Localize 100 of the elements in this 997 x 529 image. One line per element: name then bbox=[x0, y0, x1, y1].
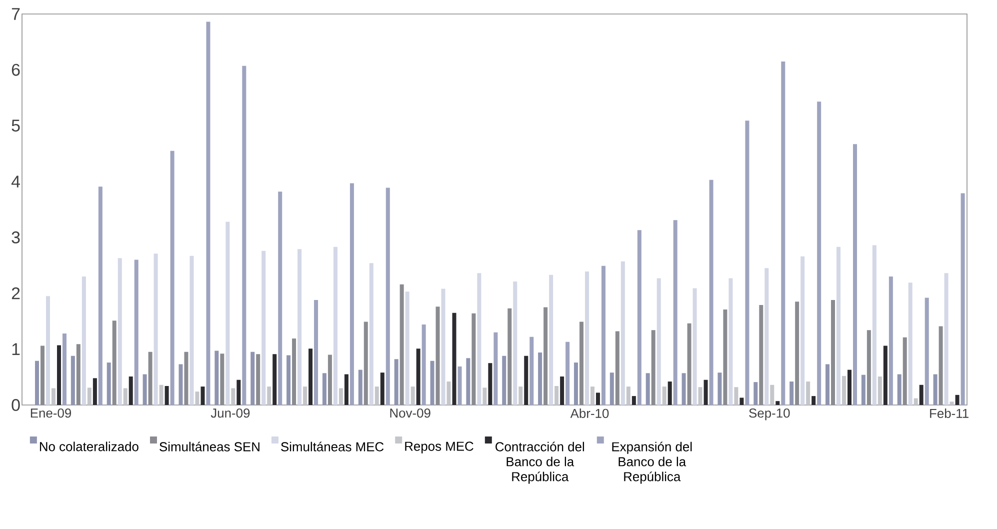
bar bbox=[601, 266, 606, 405]
bar bbox=[267, 386, 272, 405]
bar bbox=[98, 186, 102, 405]
legend-label: Simultáneas SEN bbox=[160, 442, 260, 452]
bar bbox=[154, 254, 158, 405]
bar bbox=[142, 374, 147, 405]
bar bbox=[709, 180, 714, 405]
bar bbox=[626, 386, 630, 405]
bar bbox=[518, 386, 523, 405]
bar bbox=[380, 372, 384, 405]
bar bbox=[314, 300, 318, 405]
bar bbox=[46, 296, 50, 405]
bar bbox=[386, 188, 390, 405]
x-tick-label: Abr-10 bbox=[570, 408, 609, 418]
bar bbox=[538, 352, 542, 405]
bar bbox=[164, 386, 169, 405]
bar bbox=[955, 394, 960, 405]
bar bbox=[632, 396, 636, 405]
y-tick-label: 4 bbox=[11, 176, 20, 188]
x-tick-label: Sep-10 bbox=[749, 408, 790, 420]
bar bbox=[286, 355, 291, 405]
bar bbox=[446, 382, 451, 405]
bar bbox=[298, 249, 302, 405]
x-tick-label: Jun-09 bbox=[210, 408, 250, 418]
bar bbox=[883, 346, 888, 405]
bar bbox=[394, 359, 398, 405]
y-tick-label: 2 bbox=[12, 287, 20, 300]
bar bbox=[82, 276, 86, 405]
bar bbox=[662, 386, 666, 405]
bar bbox=[92, 378, 97, 405]
legend-label: Repos MEC bbox=[405, 442, 474, 454]
bar bbox=[106, 362, 111, 405]
bar bbox=[322, 373, 326, 405]
bar bbox=[250, 352, 255, 405]
x-tick-label: Feb-11 bbox=[930, 408, 968, 418]
bar bbox=[718, 372, 722, 405]
y-tick-label: 6 bbox=[12, 64, 20, 76]
bar bbox=[888, 276, 893, 405]
legend-label: No colateralizado bbox=[40, 442, 138, 452]
bar bbox=[278, 192, 282, 405]
bar bbox=[861, 374, 866, 405]
bar bbox=[416, 348, 420, 405]
bar bbox=[226, 222, 230, 405]
legend-label: Simultáneas MEC bbox=[281, 442, 384, 452]
bar bbox=[734, 387, 738, 405]
bar bbox=[458, 366, 462, 405]
bar bbox=[776, 401, 780, 405]
bar bbox=[502, 356, 506, 405]
bar bbox=[853, 144, 857, 405]
bar bbox=[231, 388, 236, 405]
bar bbox=[698, 387, 702, 405]
bar bbox=[206, 22, 210, 405]
bar bbox=[933, 374, 938, 405]
bar bbox=[728, 278, 733, 405]
bar bbox=[897, 374, 902, 405]
bar bbox=[692, 288, 697, 405]
bar bbox=[513, 282, 518, 405]
bar bbox=[170, 150, 174, 405]
legend-label: Contracción del Banco de la República bbox=[496, 442, 584, 484]
bar bbox=[369, 263, 374, 405]
bar bbox=[87, 388, 92, 405]
bar bbox=[745, 120, 750, 405]
bar bbox=[682, 373, 686, 405]
bar bbox=[128, 376, 133, 405]
bar bbox=[494, 332, 498, 405]
bar bbox=[441, 288, 446, 405]
bar bbox=[374, 386, 379, 405]
bar bbox=[574, 362, 578, 405]
x-tick-label: Ene-09 bbox=[30, 408, 72, 418]
bar bbox=[350, 183, 354, 405]
bar bbox=[272, 354, 277, 405]
bar bbox=[524, 356, 528, 405]
bar bbox=[190, 256, 194, 405]
bar bbox=[596, 392, 600, 405]
bar bbox=[405, 292, 410, 405]
bar bbox=[812, 396, 816, 405]
bar bbox=[914, 398, 918, 405]
legend-label: Expansión del Banco de la República bbox=[612, 442, 692, 484]
bar bbox=[262, 250, 266, 405]
y-tick-label: 0 bbox=[12, 398, 20, 411]
bar bbox=[668, 382, 672, 405]
bar bbox=[878, 376, 882, 405]
bar bbox=[584, 271, 589, 405]
bar bbox=[200, 386, 205, 405]
bar bbox=[704, 380, 708, 405]
bar bbox=[620, 261, 625, 405]
bar bbox=[549, 274, 554, 405]
bar bbox=[466, 358, 470, 405]
bar bbox=[950, 402, 954, 405]
bar bbox=[178, 364, 183, 405]
bar bbox=[338, 388, 343, 405]
bar bbox=[646, 373, 650, 405]
bar bbox=[924, 298, 929, 405]
y-tick-label: 5 bbox=[12, 120, 20, 132]
bar bbox=[764, 268, 769, 405]
bar bbox=[118, 258, 122, 405]
bar bbox=[842, 376, 846, 405]
bar bbox=[673, 220, 678, 405]
y-tick-label: 3 bbox=[12, 231, 20, 244]
bar bbox=[944, 273, 948, 405]
